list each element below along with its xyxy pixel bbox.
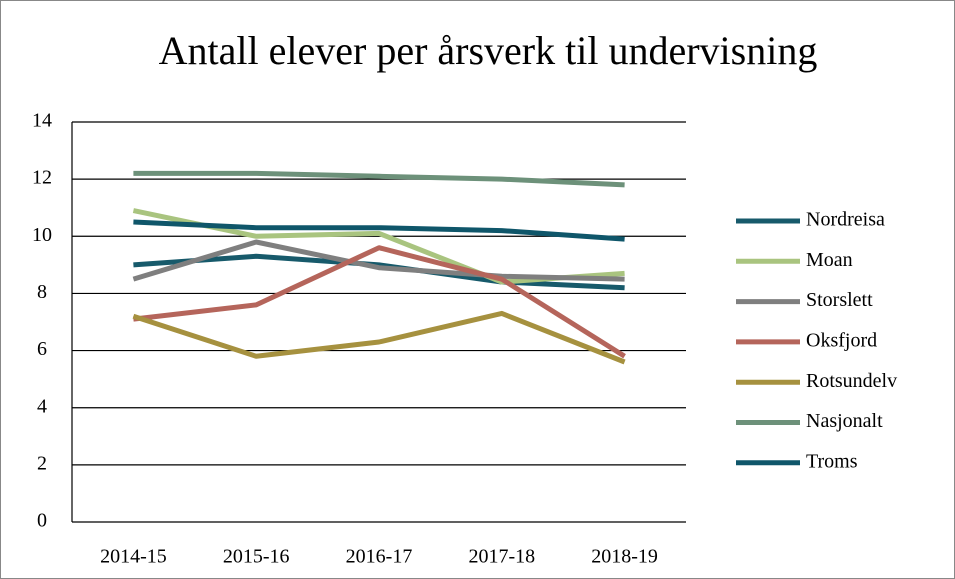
series-line xyxy=(132,239,625,282)
legend-label: Oksfjord xyxy=(806,329,877,351)
legend-label: Troms xyxy=(806,450,858,472)
x-tick-label: 2015-16 xyxy=(223,546,290,568)
y-tick-label: 6 xyxy=(37,338,47,360)
y-tick-label: 10 xyxy=(32,224,52,246)
y-tick-label: 2 xyxy=(37,452,47,474)
y-tick-label: 14 xyxy=(32,110,52,132)
series-line xyxy=(133,170,625,188)
y-tick-label: 0 xyxy=(37,510,47,532)
legend-label: Nasjonalt xyxy=(806,410,883,432)
chart-title: Antall elever per årsverk til undervisni… xyxy=(159,28,818,73)
legend-label: Storslett xyxy=(806,289,873,311)
y-tick-label: 12 xyxy=(32,167,52,189)
legend-label: Nordreisa xyxy=(806,209,885,231)
legend-label: Moan xyxy=(806,249,853,271)
y-tick-label: 8 xyxy=(37,281,47,303)
series-line xyxy=(133,245,626,359)
x-tick-label: 2017-18 xyxy=(468,546,535,568)
series-line xyxy=(133,253,625,291)
series-line xyxy=(132,310,626,365)
x-tick-label: 2016-17 xyxy=(346,546,413,568)
series-line xyxy=(133,219,625,242)
y-tick-label: 4 xyxy=(37,395,47,417)
x-tick-label: 2014-15 xyxy=(100,546,167,568)
x-tick-label: 2018-19 xyxy=(591,546,658,568)
legend-label: Rotsundelv xyxy=(806,370,897,392)
